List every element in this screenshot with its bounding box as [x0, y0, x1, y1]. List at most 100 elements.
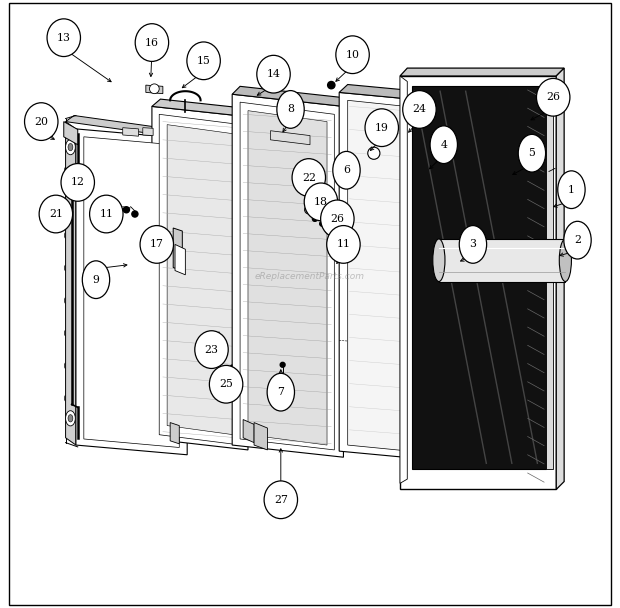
Ellipse shape	[365, 109, 399, 147]
Text: 20: 20	[34, 117, 48, 126]
Ellipse shape	[187, 42, 220, 80]
Ellipse shape	[433, 239, 445, 282]
Ellipse shape	[68, 143, 73, 151]
Polygon shape	[556, 68, 564, 489]
Circle shape	[312, 216, 317, 221]
Ellipse shape	[558, 171, 585, 209]
Ellipse shape	[135, 24, 169, 61]
Text: 9: 9	[92, 275, 99, 285]
Text: 26: 26	[546, 92, 560, 102]
Ellipse shape	[430, 126, 458, 164]
Circle shape	[320, 221, 325, 226]
Polygon shape	[412, 86, 546, 469]
Ellipse shape	[66, 411, 75, 426]
Polygon shape	[173, 228, 182, 271]
Polygon shape	[123, 128, 138, 136]
Text: 10: 10	[345, 50, 360, 60]
Polygon shape	[175, 244, 185, 275]
Polygon shape	[64, 122, 78, 145]
Circle shape	[368, 147, 380, 159]
Text: 15: 15	[197, 56, 211, 66]
Polygon shape	[167, 125, 233, 435]
Text: 17: 17	[150, 240, 164, 249]
Text: 26: 26	[330, 214, 344, 224]
Ellipse shape	[264, 481, 298, 519]
Text: 23: 23	[205, 345, 218, 354]
Polygon shape	[152, 99, 257, 117]
Ellipse shape	[292, 159, 326, 196]
Circle shape	[304, 206, 313, 214]
Polygon shape	[76, 129, 187, 455]
Polygon shape	[152, 106, 248, 450]
Polygon shape	[66, 116, 196, 139]
Ellipse shape	[61, 164, 94, 201]
Polygon shape	[170, 423, 179, 444]
Circle shape	[280, 362, 285, 367]
Ellipse shape	[210, 365, 243, 403]
Polygon shape	[232, 86, 352, 106]
Ellipse shape	[140, 226, 174, 263]
Text: 19: 19	[375, 123, 389, 133]
Text: 27: 27	[274, 495, 288, 505]
Ellipse shape	[559, 239, 572, 282]
Polygon shape	[67, 171, 80, 190]
Text: 24: 24	[412, 105, 427, 114]
Ellipse shape	[47, 19, 81, 57]
Circle shape	[123, 207, 130, 213]
Ellipse shape	[267, 373, 294, 411]
Circle shape	[149, 84, 159, 94]
Text: 25: 25	[219, 379, 233, 389]
Circle shape	[415, 124, 424, 134]
Circle shape	[327, 81, 335, 89]
Text: eReplacementParts.com: eReplacementParts.com	[255, 272, 365, 281]
Text: 6: 6	[343, 165, 350, 175]
Polygon shape	[339, 85, 465, 103]
Ellipse shape	[327, 226, 360, 263]
Ellipse shape	[82, 261, 110, 299]
Polygon shape	[254, 423, 267, 450]
Ellipse shape	[39, 195, 73, 233]
Polygon shape	[304, 159, 311, 179]
Polygon shape	[305, 182, 312, 202]
Ellipse shape	[336, 36, 370, 74]
Polygon shape	[240, 102, 334, 450]
Text: 22: 22	[302, 173, 316, 182]
Ellipse shape	[90, 195, 123, 233]
Ellipse shape	[277, 91, 304, 128]
Text: 14: 14	[267, 69, 280, 79]
Polygon shape	[348, 100, 447, 455]
Ellipse shape	[403, 91, 436, 128]
Circle shape	[132, 211, 138, 217]
Ellipse shape	[304, 183, 338, 221]
Polygon shape	[400, 76, 556, 489]
Polygon shape	[400, 76, 407, 483]
Ellipse shape	[564, 221, 591, 259]
Ellipse shape	[459, 226, 487, 263]
Ellipse shape	[536, 78, 570, 116]
Ellipse shape	[257, 55, 290, 93]
Polygon shape	[66, 122, 76, 445]
Polygon shape	[243, 420, 254, 443]
Ellipse shape	[66, 139, 75, 155]
Text: 18: 18	[314, 197, 328, 207]
Ellipse shape	[518, 134, 546, 172]
Polygon shape	[400, 68, 564, 76]
Text: 21: 21	[49, 209, 63, 219]
Text: 3: 3	[469, 240, 476, 249]
Polygon shape	[248, 111, 327, 445]
Polygon shape	[270, 131, 310, 145]
Polygon shape	[339, 92, 456, 462]
Ellipse shape	[195, 331, 228, 368]
Text: 8: 8	[287, 105, 294, 114]
Text: 1: 1	[568, 185, 575, 195]
Text: 4: 4	[440, 140, 447, 150]
Polygon shape	[159, 114, 241, 445]
Text: 11: 11	[337, 240, 350, 249]
Circle shape	[326, 229, 330, 233]
Polygon shape	[146, 85, 163, 94]
Circle shape	[342, 168, 348, 174]
Text: 2: 2	[574, 235, 581, 245]
Text: 7: 7	[277, 387, 284, 397]
Text: 11: 11	[99, 209, 113, 219]
Polygon shape	[439, 239, 565, 282]
